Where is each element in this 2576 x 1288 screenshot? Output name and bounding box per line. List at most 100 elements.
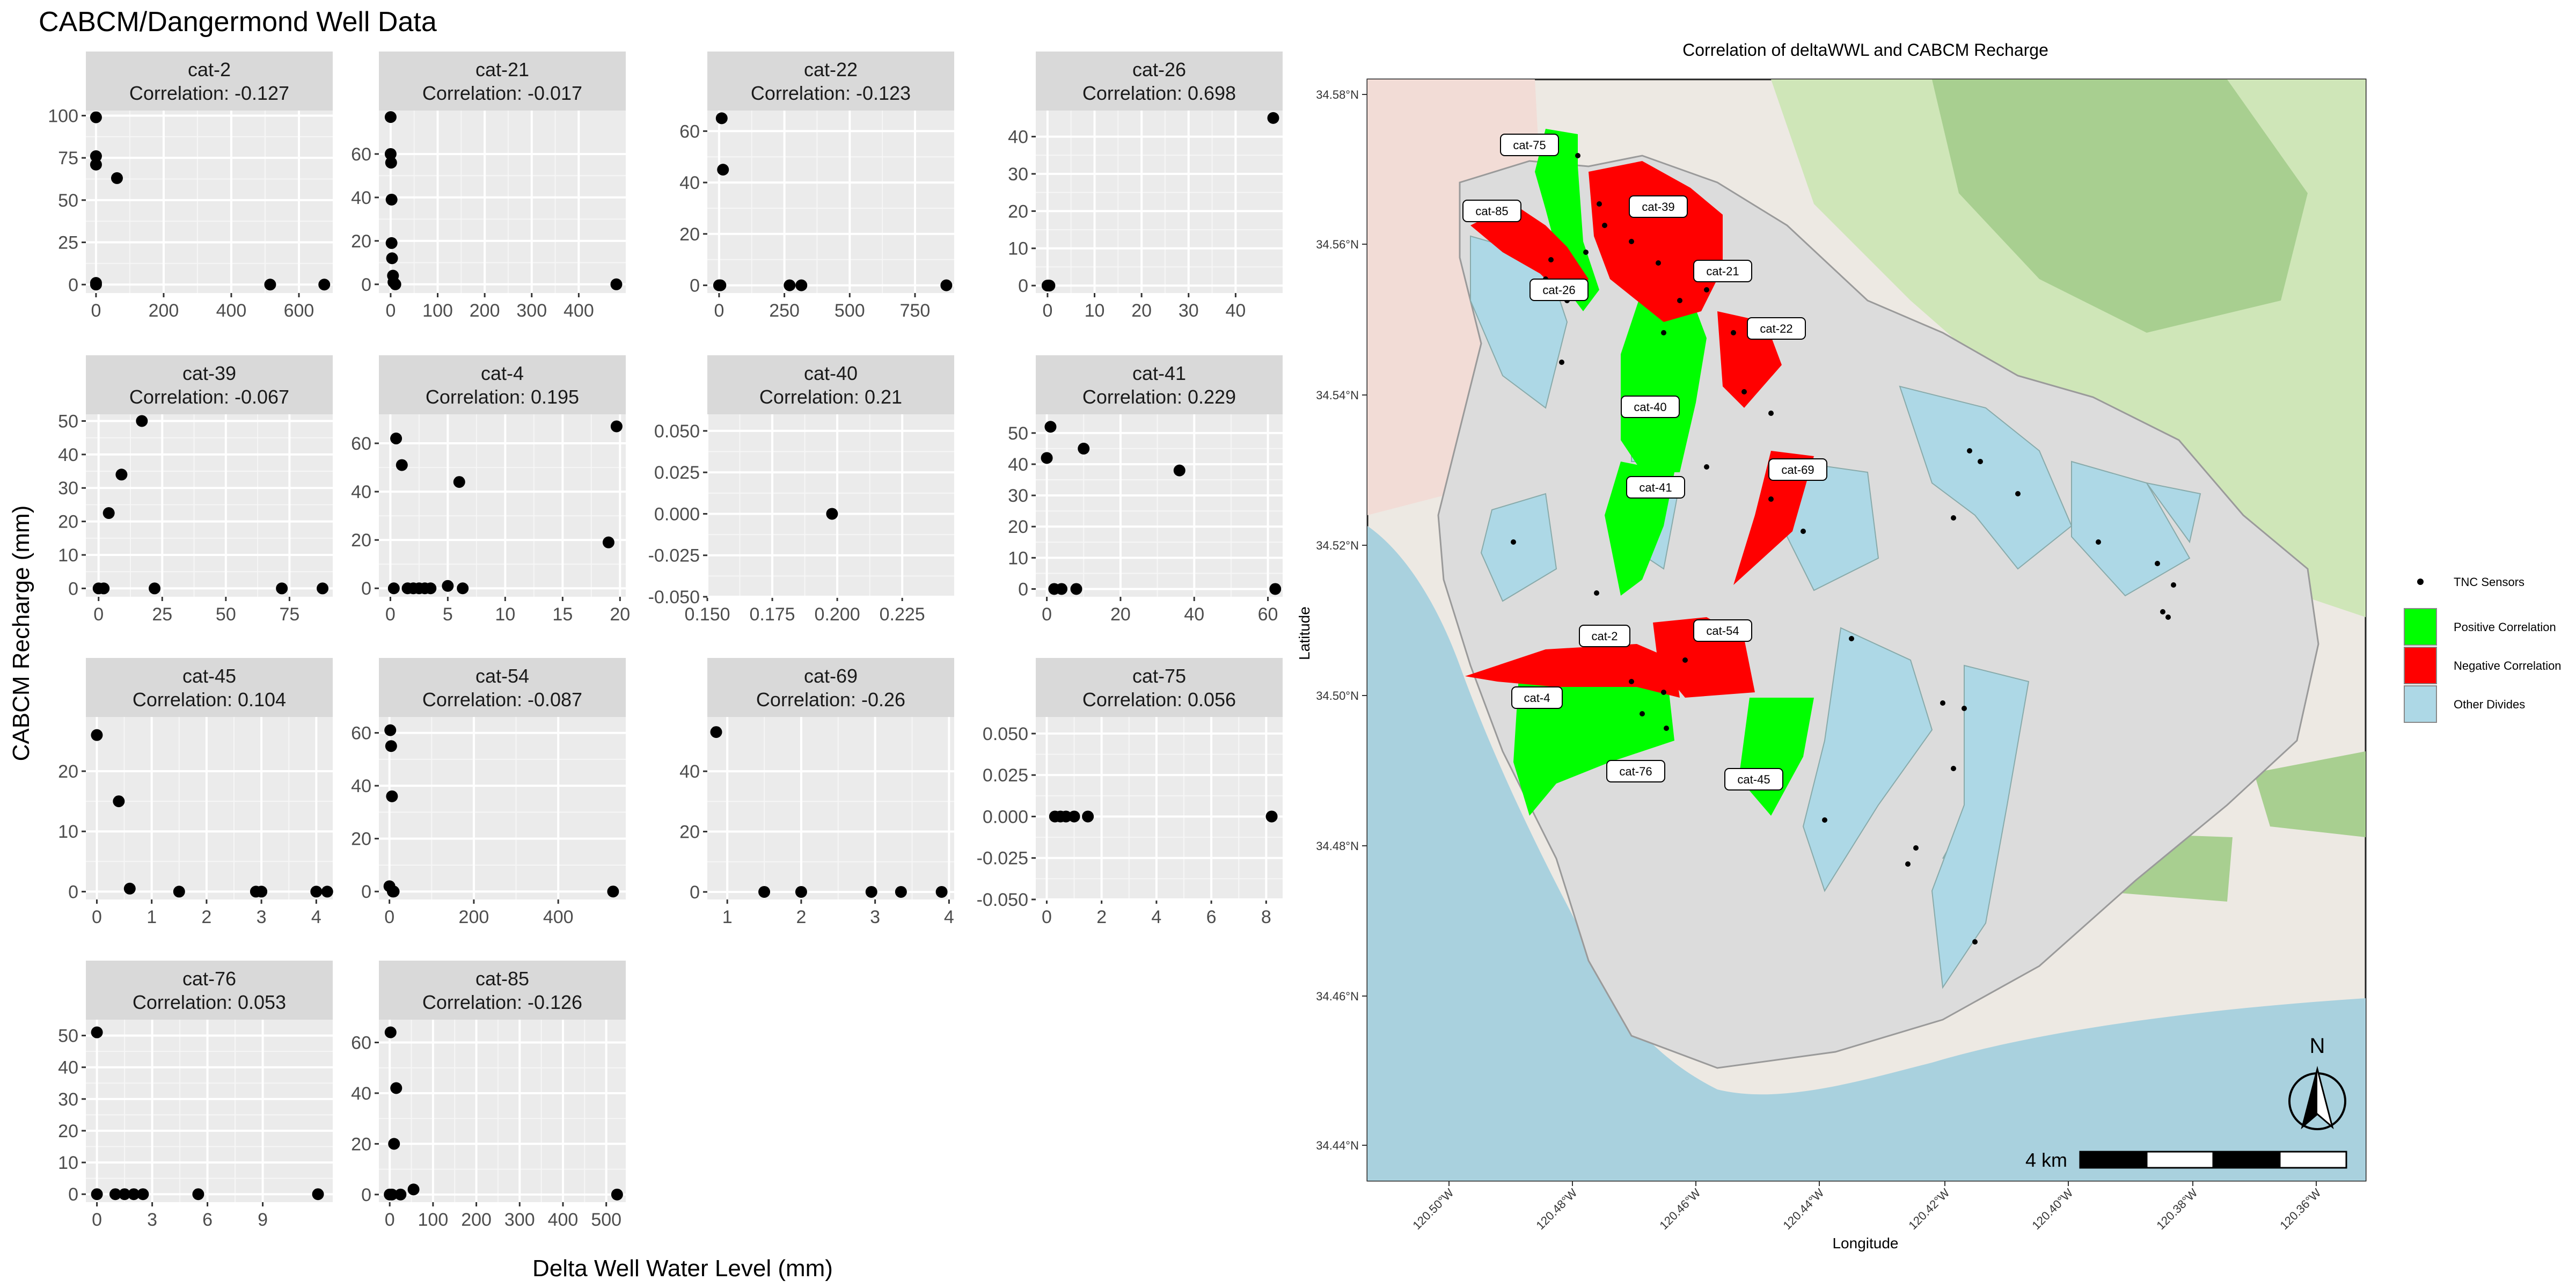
data-point — [123, 882, 136, 895]
panel-background — [86, 111, 333, 293]
data-point — [98, 582, 110, 595]
catchment-label-cat-76: cat-76 — [1606, 760, 1665, 782]
catchment-label-cat-22: cat-22 — [1747, 317, 1806, 340]
facet-strip — [1036, 52, 1283, 111]
data-point — [1056, 583, 1068, 595]
catchment-label-cat-21: cat-21 — [1693, 260, 1752, 282]
data-point — [795, 885, 807, 898]
y-tick-label: 60 — [351, 723, 371, 744]
sensor-point — [2155, 561, 2160, 566]
x-tick-label: 0.200 — [815, 604, 860, 625]
y-tick-label: 60 — [351, 1033, 371, 1053]
y-tick-label: 40 — [679, 762, 700, 782]
y-tick-label: 25 — [58, 233, 78, 253]
y-tick-label: 0 — [1018, 276, 1028, 296]
divide-negative — [1733, 451, 1814, 585]
sensor-point — [1849, 636, 1854, 641]
y-tick-label: 60 — [679, 121, 700, 142]
legend-label: Negative Correlation — [2454, 659, 2562, 672]
sensor-point — [1597, 201, 1602, 207]
panel-background — [379, 1020, 626, 1202]
x-axis-label: Delta Well Water Level (mm) — [532, 1255, 833, 1282]
legend-item: Other Divides — [2404, 685, 2525, 723]
x-tick-label: 0.150 — [684, 604, 730, 625]
y-tick-label: 20 — [1008, 201, 1028, 222]
y-tick-label: 0 — [68, 579, 78, 599]
facet-title: cat-54 — [475, 665, 529, 687]
y-tick-label: 10 — [58, 1153, 78, 1173]
lat-tick-label: 34.54°N — [1316, 389, 1359, 402]
catchment-label-cat-40: cat-40 — [1621, 396, 1680, 418]
sensor-point — [1664, 726, 1669, 731]
x-tick-label: 9 — [258, 1210, 268, 1230]
divide-other — [1931, 664, 2030, 989]
data-point — [386, 790, 398, 802]
data-point — [389, 278, 401, 290]
legend-key — [2404, 608, 2437, 646]
legend-item: Negative Correlation — [2404, 647, 2562, 684]
x-tick-label: 15 — [552, 604, 573, 625]
panel-background — [707, 111, 954, 293]
data-point — [390, 433, 402, 445]
data-point — [109, 1188, 121, 1201]
legend-label: TNC Sensors — [2454, 575, 2524, 589]
sensor-point — [1575, 153, 1580, 158]
facet-strip — [86, 355, 333, 414]
x-tick-label: 40 — [1184, 604, 1204, 625]
data-point — [90, 111, 102, 123]
divide-positive — [1535, 129, 1599, 311]
y-tick-label: 20 — [1008, 517, 1028, 537]
svg-text:cat-40: cat-40 — [1634, 400, 1666, 414]
x-tick-label: 40 — [1225, 301, 1246, 321]
data-point — [1265, 810, 1278, 823]
y-tick-label: 75 — [58, 148, 78, 169]
x-tick-label: 0.175 — [750, 604, 795, 625]
data-point — [717, 164, 729, 176]
y-tick-label: 40 — [679, 173, 700, 193]
legend-label: Positive Correlation — [2454, 620, 2556, 634]
data-point — [865, 885, 877, 898]
facet-strip — [707, 658, 954, 717]
x-tick-label: 0 — [714, 301, 724, 321]
facet-strip — [379, 355, 626, 414]
y-tick-label: 0.025 — [983, 765, 1028, 786]
y-tick-label: 0.025 — [654, 463, 700, 483]
data-point — [149, 582, 161, 595]
data-point — [390, 1082, 402, 1094]
facet-title: cat-2 — [188, 58, 231, 80]
sensor-point — [1548, 257, 1554, 262]
data-point — [387, 885, 400, 898]
divide-other — [1899, 385, 2073, 570]
y-tick-label: 50 — [58, 411, 78, 431]
data-point — [1043, 280, 1056, 292]
x-tick-label: 4 — [311, 907, 321, 927]
facet-title: cat-85 — [475, 968, 529, 990]
y-tick-label: 0 — [68, 275, 78, 295]
data-point — [90, 158, 102, 171]
y-tick-label: 40 — [58, 445, 78, 465]
y-tick-label: 40 — [351, 1084, 371, 1104]
data-point — [91, 1188, 103, 1201]
x-tick-label: 0 — [91, 301, 101, 321]
data-point — [1267, 112, 1279, 124]
divide-negative — [1465, 644, 1680, 698]
x-tick-label: 200 — [461, 1210, 492, 1230]
sensor-point — [1951, 515, 1956, 521]
divide-negative — [1470, 204, 1589, 301]
data-point — [710, 726, 722, 738]
data-point — [1060, 810, 1072, 823]
facet-strip — [379, 961, 626, 1020]
facet-subtitle: Correlation: 0.104 — [133, 689, 286, 711]
lon-tick-label: 120.36°W — [2277, 1186, 2323, 1232]
x-tick-label: 0 — [92, 1210, 102, 1230]
y-tick-label: 0 — [361, 882, 371, 902]
svg-text:cat-54: cat-54 — [1706, 624, 1739, 638]
data-point — [384, 1026, 397, 1038]
facet-subtitle: Correlation: -0.087 — [422, 689, 582, 711]
x-tick-label: 400 — [548, 1210, 579, 1230]
facet-subtitle: Correlation: -0.123 — [751, 82, 911, 104]
sensor-point — [1801, 529, 1806, 534]
sensor-point — [1741, 389, 1747, 394]
